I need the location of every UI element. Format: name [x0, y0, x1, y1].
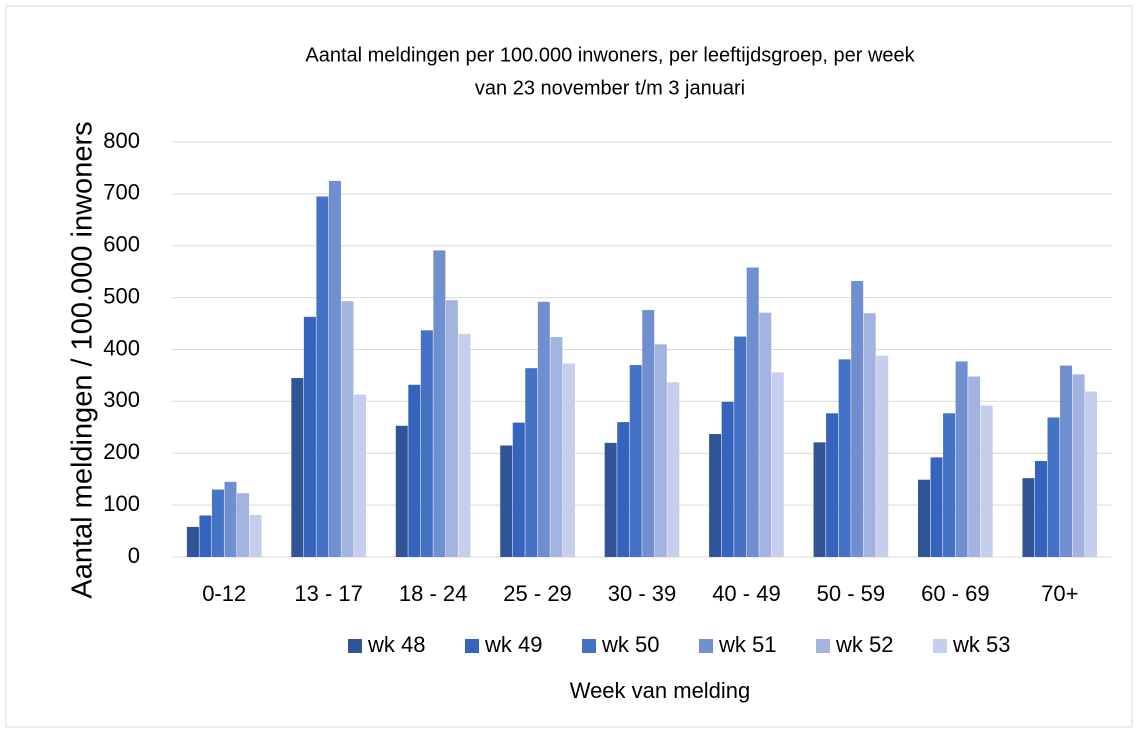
bar: [667, 382, 680, 557]
bar: [1060, 365, 1073, 557]
legend-swatch: [816, 639, 830, 653]
bar: [500, 445, 513, 557]
y-tick-label: 0: [128, 543, 140, 568]
y-tick-label: 400: [103, 335, 140, 360]
chart-title: Aantal meldingen per 100.000 inwoners, p…: [305, 44, 915, 66]
bar: [863, 313, 876, 557]
x-tick-label: 0-12: [202, 581, 246, 606]
bar: [395, 425, 408, 557]
bar: [1022, 478, 1035, 557]
bar: [237, 493, 250, 557]
y-tick-label: 700: [103, 180, 140, 205]
bar: [1034, 461, 1047, 557]
bar: [420, 330, 433, 557]
bar: [813, 442, 826, 557]
x-tick-label: 30 - 39: [608, 581, 677, 606]
legend-swatch: [699, 639, 713, 653]
bar: [408, 384, 421, 557]
bar: [525, 368, 538, 557]
legend-label: wk 48: [367, 632, 425, 657]
y-tick-label: 300: [103, 387, 140, 412]
bar: [328, 180, 341, 557]
x-tick-label: 60 - 69: [921, 581, 990, 606]
bar: [1085, 391, 1098, 557]
bar: [199, 515, 212, 557]
x-tick-label: 13 - 17: [294, 581, 363, 606]
bar: [604, 442, 617, 557]
bar: [654, 344, 667, 557]
legend-swatch: [465, 639, 479, 653]
bar: [211, 489, 224, 557]
x-tick-label: 50 - 59: [817, 581, 886, 606]
bar: [316, 196, 329, 557]
bar: [341, 301, 354, 557]
bar: [445, 300, 458, 557]
bar: [734, 336, 747, 557]
y-axis-label: Aantal meldingen / 100.000 inwoners: [67, 121, 99, 598]
bar: [550, 337, 563, 557]
legend-label: wk 51: [718, 632, 776, 657]
bar: [303, 316, 316, 557]
x-axis-label: Week van melding: [570, 678, 751, 703]
bar: [249, 514, 262, 557]
bar: [930, 457, 943, 557]
legend-swatch: [933, 639, 947, 653]
bar: [955, 361, 968, 557]
bar: [433, 250, 446, 557]
legend-label: wk 53: [952, 632, 1010, 657]
bar: [980, 405, 993, 557]
bar: [851, 281, 864, 557]
bar: [746, 267, 759, 557]
bar: [968, 376, 981, 557]
bar: [642, 310, 655, 557]
bar: [458, 333, 471, 557]
bar: [709, 434, 722, 557]
x-tick-label: 40 - 49: [712, 581, 781, 606]
bar: [876, 355, 889, 557]
legend-label: wk 50: [601, 632, 659, 657]
y-tick-label: 100: [103, 491, 140, 516]
bar: [826, 413, 839, 557]
x-tick-label: 18 - 24: [399, 581, 468, 606]
bar: [512, 422, 525, 557]
y-tick-label: 800: [103, 128, 140, 153]
bar: [771, 372, 784, 557]
y-tick-label: 500: [103, 283, 140, 308]
bar: [943, 413, 956, 557]
x-tick-label: 25 - 29: [503, 581, 572, 606]
bar: [537, 301, 550, 557]
bar: [186, 526, 199, 557]
bar: [562, 363, 575, 557]
legend-swatch: [582, 639, 596, 653]
legend-label: wk 49: [484, 632, 542, 657]
bar: [917, 479, 931, 557]
bar: [617, 422, 630, 557]
bar: [291, 378, 304, 557]
legend-swatch: [348, 639, 362, 653]
legend-label: wk 52: [835, 632, 893, 657]
bar: [1072, 374, 1085, 557]
bar: [1047, 417, 1060, 557]
bar: [838, 359, 851, 557]
bar: [721, 401, 734, 557]
bar: [759, 312, 772, 557]
y-tick-label: 200: [103, 439, 140, 464]
y-tick-label: 600: [103, 232, 140, 257]
bar: [629, 365, 642, 557]
chart-title: van 23 november t/m 3 januari: [475, 77, 745, 99]
bar: [353, 394, 367, 557]
bar: [224, 481, 237, 557]
x-tick-label: 70+: [1041, 581, 1078, 606]
